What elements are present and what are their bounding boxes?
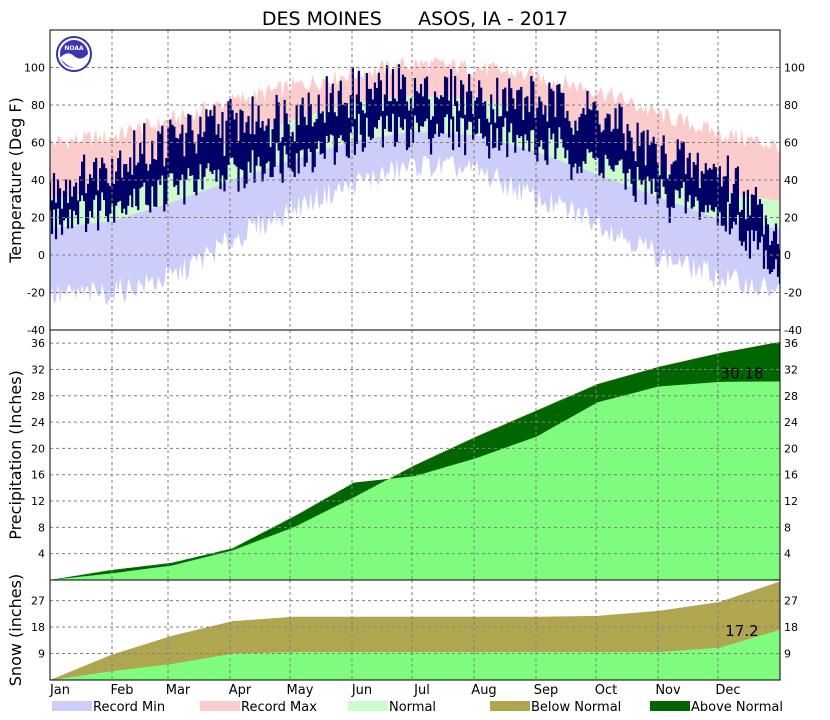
temperature-axis-label: Temperature (Deg F) <box>6 97 25 264</box>
month-label: Dec <box>715 683 740 698</box>
y-tick-label-right: 40 <box>784 174 798 187</box>
legend-label: Record Max <box>241 700 317 715</box>
y-tick-label-right: 8 <box>784 521 791 534</box>
y-tick-label-left: 24 <box>31 416 45 429</box>
month-label: Mar <box>166 683 191 698</box>
month-label: Apr <box>229 683 252 698</box>
month-label: May <box>287 683 314 698</box>
month-axis: Jan Feb Mar Apr May Jun Jul Aug Sep Oct Nov Dec <box>49 683 741 698</box>
month-label: Jan <box>49 683 70 698</box>
y-tick-label-right: 100 <box>784 62 805 75</box>
y-tick-label-left: 27 <box>31 595 45 608</box>
snow-panel: 17.2 9 9 18 18 27 27 <box>31 579 798 681</box>
y-tick-label-right: 32 <box>784 363 798 376</box>
month-label: Feb <box>110 683 133 698</box>
snow-total-label: 17.2 <box>725 622 758 640</box>
precipitation-panel: 30.18 4 4 8 8 12 12 16 16 20 20 24 24 28 28 32 32 36 36 <box>31 329 798 581</box>
y-tick-label-right: 9 <box>784 648 791 661</box>
panel-border <box>49 579 781 681</box>
month-label: Jul <box>413 683 430 698</box>
y-tick-label-left: 40 <box>31 174 45 187</box>
y-tick-label-right: 20 <box>784 442 798 455</box>
legend-swatch <box>348 701 388 711</box>
y-tick-label-right: -40 <box>784 324 802 337</box>
y-tick-label-left: 0 <box>38 249 45 262</box>
legend-swatch <box>200 701 240 711</box>
month-label: Sep <box>534 683 559 698</box>
y-tick-label-right: 36 <box>784 337 798 350</box>
y-tick-label-right: 28 <box>784 390 798 403</box>
y-tick-label-left: 28 <box>31 390 45 403</box>
temperature-panel: -40 -40 -20 -20 0 0 20 20 40 40 60 60 80 80 100 100 <box>24 29 805 337</box>
y-tick-label-right: -20 <box>784 287 802 300</box>
legend-swatch <box>650 701 690 711</box>
snow-axis-label: Snow (inches) <box>6 574 25 686</box>
y-tick-label-left: 12 <box>31 495 45 508</box>
y-tick-label-left: 36 <box>31 337 45 350</box>
y-tick-label-left: 9 <box>38 648 45 661</box>
y-tick-label-left: 18 <box>31 621 45 634</box>
precip-total-label: 30.18 <box>721 364 764 382</box>
y-tick-label-right: 24 <box>784 416 798 429</box>
y-tick-label-right: 60 <box>784 137 798 150</box>
y-tick-label-right: 16 <box>784 469 798 482</box>
legend-swatch <box>490 701 530 711</box>
y-tick-label-right: 4 <box>784 548 791 561</box>
y-tick-label-left: -20 <box>27 287 45 300</box>
legend-label: Normal <box>389 700 436 715</box>
y-tick-label-right: 27 <box>784 595 798 608</box>
y-tick-label-left: 80 <box>31 99 45 112</box>
precip-actual-step <box>50 381 780 580</box>
month-label: Jun <box>351 683 372 698</box>
noaa-logo: NOAA <box>56 36 92 72</box>
legend: Record Min Record Max Normal Below Normal Ab… <box>52 700 783 715</box>
legend-label: Below Normal <box>531 700 621 715</box>
chart-title: DES MOINES ASOS, IA - 2017 <box>262 8 568 30</box>
y-tick-label-right: 0 <box>784 249 791 262</box>
month-label: Aug <box>471 683 496 698</box>
legend-label: Record Min <box>93 700 165 715</box>
y-tick-label-right: 80 <box>784 99 798 112</box>
record-min-band <box>50 131 780 306</box>
y-tick-label-left: 8 <box>38 521 45 534</box>
y-tick-label-left: 60 <box>31 137 45 150</box>
y-tick-label-left: 100 <box>24 62 45 75</box>
y-tick-label-left: 4 <box>38 548 45 561</box>
y-tick-label-right: 18 <box>784 621 798 634</box>
legend-label: Above Normal <box>691 700 783 715</box>
month-label: Nov <box>655 683 681 698</box>
y-tick-label-right: 20 <box>784 212 798 225</box>
y-tick-label-right: 12 <box>784 495 798 508</box>
snow-actual-area <box>50 629 780 680</box>
precipitation-axis-label: Precipitation (Inches) <box>6 370 25 540</box>
y-tick-label-left: 20 <box>31 442 45 455</box>
legend-swatch <box>52 701 92 711</box>
noaa-logo-text: NOAA <box>64 45 84 52</box>
y-tick-label-left: -40 <box>27 324 45 337</box>
month-label: Oct <box>595 683 617 698</box>
y-tick-label-left: 32 <box>31 363 45 376</box>
y-tick-label-left: 20 <box>31 212 45 225</box>
y-tick-label-left: 16 <box>31 469 45 482</box>
